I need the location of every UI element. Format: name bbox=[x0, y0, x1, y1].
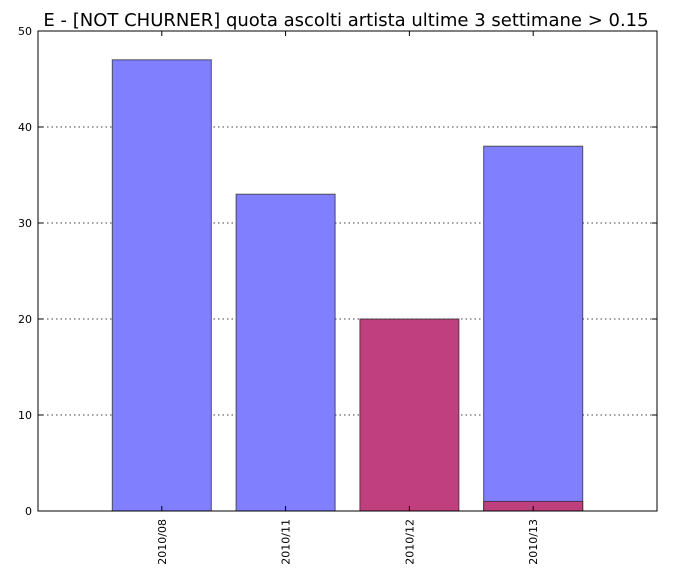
bars bbox=[111, 59, 584, 512]
bar-blue-2010-11 bbox=[235, 193, 336, 512]
x-tick-label: 2010/13 bbox=[527, 519, 540, 565]
chart-title: E - [NOT CHURNER] quota ascolti artista … bbox=[43, 10, 648, 31]
y-axis: 0 10 20 30 40 50 bbox=[18, 25, 657, 518]
bar-magenta-2010-12 bbox=[359, 318, 460, 512]
y-tick-label: 0 bbox=[25, 505, 32, 518]
y-tick-label: 40 bbox=[18, 121, 32, 134]
bar-blue-2010-13 bbox=[483, 145, 584, 512]
y-tick-label: 10 bbox=[18, 409, 32, 422]
plot-frame bbox=[37, 30, 658, 512]
y-tick-label: 30 bbox=[18, 217, 32, 230]
x-tick-label: 2010/12 bbox=[403, 519, 416, 565]
x-tick-label: 2010/11 bbox=[280, 519, 293, 565]
y-tick-label: 50 bbox=[18, 25, 32, 38]
x-tick-label: 2010/08 bbox=[156, 519, 169, 565]
x-axis: 2010/08 2010/11 2010/12 2010/13 bbox=[156, 31, 540, 565]
bar-blue-2010-08 bbox=[111, 59, 212, 512]
y-tick-label: 20 bbox=[18, 313, 32, 326]
